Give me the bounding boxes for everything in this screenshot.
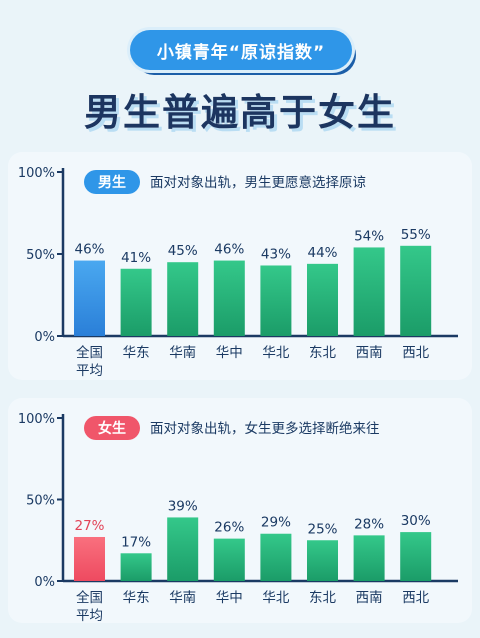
bar-male xyxy=(400,245,432,336)
data-label-male: 43% xyxy=(261,246,291,262)
y-tick-label-male: 50% xyxy=(26,248,55,263)
data-label-male: 44% xyxy=(307,245,337,261)
x-tick-line: 华中 xyxy=(216,590,243,606)
bar-female xyxy=(120,553,152,581)
x-tick-label-male: 华中 xyxy=(216,345,243,361)
title-badge: 小镇青年“原谅指数” xyxy=(130,30,352,70)
y-tick-label-female: 0% xyxy=(34,575,55,590)
x-tick-label-male: 东北 xyxy=(309,345,336,361)
x-tick-line: 华东 xyxy=(123,345,150,361)
bar-female xyxy=(400,532,432,581)
x-tick-line: 全国 xyxy=(76,344,103,361)
bar-male xyxy=(120,268,152,336)
x-tick-label-male: 华东 xyxy=(123,345,150,361)
data-label-male: 46% xyxy=(74,242,104,258)
series-pill-label-male: 男生 xyxy=(98,174,126,191)
bar-male xyxy=(213,260,245,336)
x-tick-line: 华南 xyxy=(169,590,196,606)
bar-female xyxy=(260,533,292,581)
x-tick-label-male: 全国平均 xyxy=(76,344,103,379)
chart-subtitle-female: 面对对象出轨，女生更多选择断绝来往 xyxy=(150,420,380,437)
series-pill-female xyxy=(84,416,140,440)
data-label-male: 45% xyxy=(168,243,198,259)
data-label-female: 17% xyxy=(121,534,151,550)
data-label-female: 39% xyxy=(168,498,198,514)
y-tick-label-male: 100% xyxy=(18,166,55,181)
data-label-female: 25% xyxy=(307,521,337,537)
bar-female xyxy=(213,538,245,581)
x-tick-line: 西北 xyxy=(402,345,429,361)
x-tick-label-male: 西北 xyxy=(402,345,429,361)
x-tick-label-female: 西北 xyxy=(402,590,429,606)
x-tick-label-male: 华北 xyxy=(262,345,289,361)
x-tick-line: 华北 xyxy=(262,345,289,361)
x-tick-line: 西北 xyxy=(402,590,429,606)
data-label-female: 30% xyxy=(401,513,431,529)
x-tick-label-female: 华北 xyxy=(262,590,289,606)
x-tick-label-female: 华南 xyxy=(169,590,196,606)
x-tick-line: 西南 xyxy=(356,590,383,606)
x-tick-line: 华东 xyxy=(123,590,150,606)
x-tick-line: 华中 xyxy=(216,345,243,361)
data-label-female: 29% xyxy=(261,515,291,531)
chart-subtitle-male: 面对对象出轨，男生更愿意选择原谅 xyxy=(150,174,366,191)
data-label-female: 28% xyxy=(354,516,384,532)
x-tick-label-female: 华中 xyxy=(216,590,243,606)
data-label-male: 55% xyxy=(401,227,431,243)
data-label-female: 26% xyxy=(214,520,244,536)
x-tick-line: 平均 xyxy=(76,363,103,379)
bar-female xyxy=(167,517,199,581)
series-pill-label-female: 女生 xyxy=(98,420,126,437)
bar-male xyxy=(260,265,292,336)
bar-male xyxy=(167,262,199,336)
y-tick-label-female: 100% xyxy=(18,412,55,427)
data-label-male: 54% xyxy=(354,228,384,244)
x-tick-line: 西南 xyxy=(356,345,383,361)
y-tick-label-male: 0% xyxy=(34,330,55,345)
x-tick-line: 华北 xyxy=(262,590,289,606)
y-tick-label-female: 50% xyxy=(26,494,55,509)
x-tick-label-female: 华东 xyxy=(123,590,150,606)
x-tick-line: 平均 xyxy=(76,608,103,624)
bar-female xyxy=(353,535,385,581)
x-tick-line: 东北 xyxy=(309,345,336,361)
data-label-female: 27% xyxy=(74,518,104,534)
page-headline: 男生普遍高于女生 xyxy=(84,91,396,134)
x-tick-label-female: 全国平均 xyxy=(76,589,103,624)
x-tick-label-female: 西南 xyxy=(356,590,383,606)
data-label-male: 41% xyxy=(121,250,151,266)
bar-male xyxy=(353,247,385,336)
series-pill-male xyxy=(84,170,140,194)
data-label-male: 46% xyxy=(214,242,244,258)
bar-male xyxy=(74,260,105,336)
x-tick-label-male: 西南 xyxy=(356,345,383,361)
x-tick-line: 全国 xyxy=(76,589,103,606)
x-tick-line: 东北 xyxy=(309,590,336,606)
bar-male xyxy=(307,263,338,336)
bar-female xyxy=(74,536,105,581)
x-tick-label-female: 东北 xyxy=(309,590,336,606)
x-tick-line: 华南 xyxy=(169,345,196,361)
x-tick-label-male: 华南 xyxy=(169,345,196,361)
bar-female xyxy=(307,540,338,581)
